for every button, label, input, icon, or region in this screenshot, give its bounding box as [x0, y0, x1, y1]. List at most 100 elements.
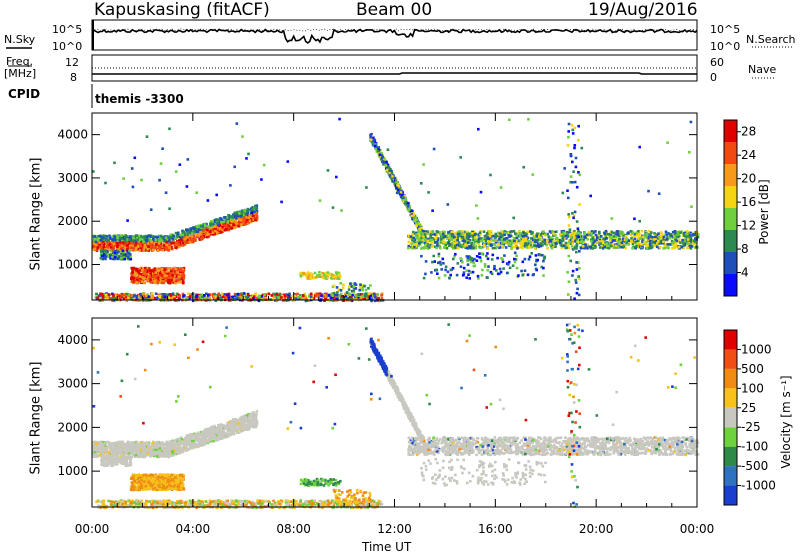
data-cell — [380, 294, 383, 297]
data-cell — [545, 243, 548, 247]
data-cell — [132, 246, 135, 250]
data-cell — [459, 265, 463, 268]
data-cell — [137, 236, 141, 240]
data-cell — [443, 233, 446, 237]
cpid-program: themis -3300 — [95, 92, 184, 106]
data-cell — [138, 299, 141, 302]
data-cell — [406, 205, 410, 208]
data-cell — [671, 246, 674, 250]
data-cell — [311, 295, 314, 298]
power-panel-midday-low — [331, 282, 372, 298]
data-cell — [416, 240, 419, 244]
power-panel-bg — [92, 113, 697, 300]
data-cell — [648, 239, 652, 243]
data-cell — [609, 233, 613, 236]
data-cell — [184, 237, 187, 241]
data-cell — [457, 234, 461, 238]
data-cell — [489, 240, 492, 243]
data-cell — [123, 248, 126, 252]
data-cell — [563, 236, 566, 240]
data-cell — [648, 243, 652, 246]
data-cell — [487, 242, 491, 246]
data-cell — [237, 217, 241, 221]
data-cell — [101, 299, 104, 302]
data-cell — [663, 238, 667, 242]
data-cell — [344, 294, 348, 298]
data-cell — [505, 237, 508, 240]
data-cell — [667, 246, 670, 250]
data-cell — [435, 241, 438, 244]
data-cell — [411, 216, 414, 219]
data-cell — [687, 240, 691, 244]
data-cell — [309, 292, 313, 296]
data-cell — [381, 155, 384, 159]
data-cell — [112, 246, 115, 249]
data-cell — [532, 238, 536, 241]
data-cell — [161, 237, 164, 241]
data-cell — [156, 279, 160, 283]
data-cell — [330, 292, 334, 295]
data-cell — [684, 235, 687, 238]
data-cell — [360, 293, 363, 296]
data-cell — [161, 278, 165, 282]
data-cell — [251, 208, 254, 212]
data-cell — [183, 234, 187, 238]
data-cell — [453, 245, 457, 248]
data-cell — [405, 200, 408, 204]
data-cell — [515, 242, 518, 245]
data-cell — [441, 232, 445, 236]
data-cell — [452, 257, 455, 261]
data-cell — [191, 232, 194, 235]
data-cell — [433, 260, 436, 263]
data-cell — [551, 241, 554, 245]
data-cell — [141, 292, 145, 296]
data-cell — [477, 237, 481, 241]
data-cell — [559, 232, 562, 236]
data-cell — [159, 278, 162, 282]
data-cell — [99, 242, 103, 245]
data-cell — [430, 238, 434, 242]
data-cell — [158, 268, 161, 272]
data-cell — [673, 230, 677, 233]
data-cell — [421, 239, 425, 242]
data-cell — [360, 297, 363, 301]
data-cell — [585, 246, 589, 249]
data-cell — [235, 211, 239, 214]
data-cell — [241, 209, 245, 213]
data-cell — [577, 230, 580, 233]
data-cell — [123, 243, 126, 247]
data-cell — [128, 235, 132, 239]
data-cell — [665, 238, 669, 241]
data-cell — [196, 230, 200, 233]
data-cell — [455, 239, 459, 242]
data-cell — [174, 231, 178, 235]
data-cell — [539, 233, 543, 236]
data-cell — [378, 151, 381, 155]
data-cell — [590, 240, 593, 243]
data-cell — [689, 239, 692, 242]
data-cell — [161, 280, 165, 283]
data-cell — [614, 235, 617, 238]
data-cell — [549, 240, 552, 243]
data-cell — [524, 238, 528, 242]
data-cell — [633, 237, 637, 241]
data-cell — [236, 215, 240, 219]
data-cell — [109, 253, 113, 256]
data-cell — [99, 292, 102, 296]
data-cell — [625, 238, 628, 242]
data-cell — [275, 293, 279, 296]
data-cell — [532, 241, 535, 244]
data-cell — [504, 231, 507, 235]
data-cell — [240, 297, 243, 301]
data-cell — [352, 285, 356, 288]
data-cell — [242, 211, 246, 215]
data-cell — [397, 184, 400, 188]
data-cell — [574, 245, 577, 248]
data-cell — [592, 238, 595, 241]
data-cell — [457, 241, 461, 244]
data-cell — [197, 224, 201, 228]
data-cell — [680, 245, 684, 249]
data-cell — [569, 233, 572, 236]
data-cell — [181, 268, 185, 271]
data-cell — [638, 245, 642, 249]
